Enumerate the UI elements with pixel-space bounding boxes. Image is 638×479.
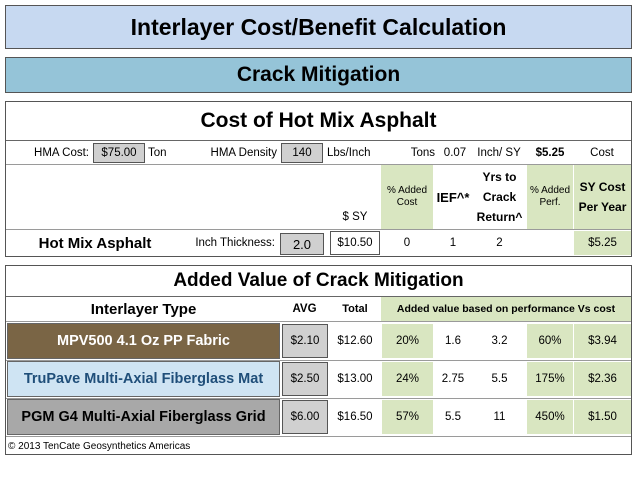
col-added-perf-header: % Added Perf. bbox=[527, 165, 573, 229]
mitigation-section-title: Added Value of Crack Mitigation bbox=[173, 270, 464, 291]
hma-row-label: Hot Mix Asphalt bbox=[38, 234, 152, 252]
hma-cost-unit: Ton bbox=[148, 147, 167, 159]
hma-density-label: HMA Density bbox=[210, 147, 277, 159]
row-ief: 1.6 bbox=[445, 335, 461, 347]
hma-row-sy-cost: $5.25 bbox=[574, 231, 631, 255]
thickness-label: Inch Thickness: bbox=[195, 237, 275, 249]
col-type-header: Interlayer Type bbox=[90, 300, 197, 318]
interlayer-name: TruPave Multi-Axial Fiberglass Mat bbox=[7, 361, 280, 397]
divider bbox=[6, 229, 631, 230]
row-yrs: 5.5 bbox=[491, 373, 508, 385]
row-sy-cost: $3.94 bbox=[574, 324, 631, 358]
interlayer-name: MPV500 4.1 Oz PP Fabric bbox=[7, 323, 280, 359]
col-yrs-header: Yrs to Crack Return^ bbox=[476, 170, 523, 224]
hma-row-added-perf bbox=[527, 231, 573, 255]
divider bbox=[6, 140, 631, 141]
row-added-perf: 175% bbox=[527, 362, 573, 396]
hma-row-sy: $10.50 bbox=[330, 231, 380, 255]
col-note-header: Added value based on performance Vs cost bbox=[381, 297, 631, 321]
row-total: $16.50 bbox=[337, 411, 373, 423]
divider bbox=[6, 321, 631, 322]
row-yrs: 3.2 bbox=[491, 335, 508, 347]
divider bbox=[6, 436, 631, 437]
thickness-input[interactable]: 2.0 bbox=[280, 233, 324, 255]
copyright-footer: © 2013 TenCate Geosynthetics Americas bbox=[8, 440, 191, 452]
row-ief: 5.5 bbox=[445, 411, 461, 423]
row-added-cost: 24% bbox=[382, 362, 433, 396]
hma-density-input[interactable]: 140 bbox=[281, 143, 323, 163]
row-sy-cost: $2.36 bbox=[574, 362, 631, 396]
price-per-sy: $5.25 bbox=[535, 147, 565, 159]
row-added-cost: 20% bbox=[382, 324, 433, 358]
col-sy-header: $ SY bbox=[342, 211, 368, 223]
row-avg: $2.50 bbox=[282, 362, 328, 396]
row-yrs: 11 bbox=[493, 411, 506, 423]
hma-row-yrs: 2 bbox=[496, 237, 503, 249]
col-sy-cost-header: SY Cost Per Year bbox=[574, 165, 631, 229]
row-added-perf: 60% bbox=[527, 324, 573, 358]
row-total: $12.60 bbox=[337, 335, 373, 347]
hma-section-title: Cost of Hot Mix Asphalt bbox=[200, 109, 437, 132]
row-sy-cost: $1.50 bbox=[574, 400, 631, 434]
mitigation-section bbox=[5, 265, 632, 455]
row-avg: $6.00 bbox=[282, 400, 328, 434]
hma-row-added-cost: 0 bbox=[403, 237, 411, 249]
row-total: $13.00 bbox=[337, 373, 373, 385]
divider bbox=[6, 296, 631, 297]
row-ief: 2.75 bbox=[441, 373, 465, 385]
col-total-header: Total bbox=[342, 303, 368, 315]
divider bbox=[6, 164, 631, 165]
row-avg: $2.10 bbox=[282, 324, 328, 358]
row-added-cost: 57% bbox=[382, 400, 433, 434]
col-ief-header: IEF^* bbox=[436, 189, 470, 205]
interlayer-name: PGM G4 Multi-Axial Fiberglass Grid bbox=[7, 399, 280, 435]
hma-section bbox=[5, 101, 632, 257]
hma-density-unit: Lbs/Inch bbox=[327, 147, 371, 159]
hma-cost-input[interactable]: $75.00 bbox=[93, 143, 145, 163]
tons-unit: Inch/ SY bbox=[477, 147, 521, 159]
col-avg-header: AVG bbox=[292, 303, 317, 315]
page-title: Interlayer Cost/Benefit Calculation bbox=[5, 5, 632, 49]
col-added-cost-header: % Added Cost bbox=[381, 165, 433, 229]
hma-cost-label: HMA Cost: bbox=[34, 147, 89, 159]
divider bbox=[6, 360, 631, 361]
row-added-perf: 450% bbox=[527, 400, 573, 434]
hma-row-ief: 1 bbox=[449, 237, 457, 249]
cost-label: Cost bbox=[590, 147, 614, 159]
divider bbox=[6, 398, 631, 399]
page-subtitle: Crack Mitigation bbox=[5, 57, 632, 93]
tons-value: 0.07 bbox=[443, 147, 467, 159]
tons-label: Tons bbox=[410, 147, 435, 159]
